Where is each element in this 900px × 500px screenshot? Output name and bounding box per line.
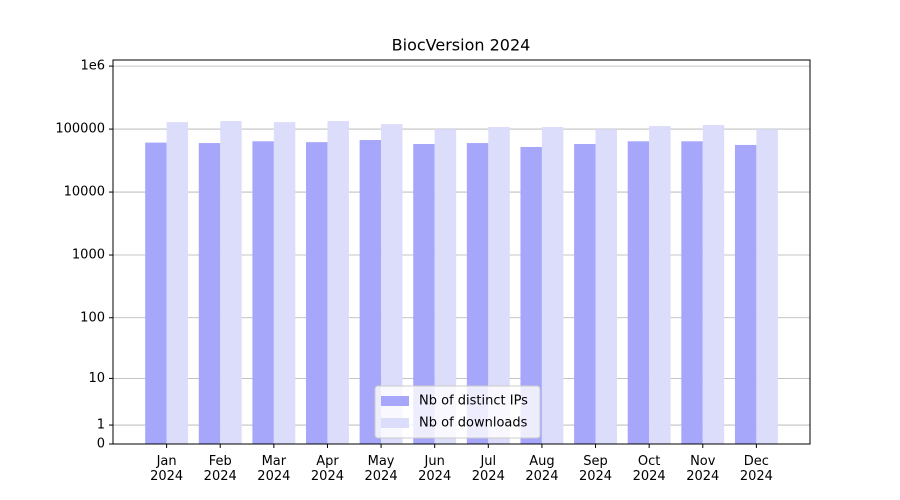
bar [595,129,617,444]
bar [166,122,189,445]
y-tick-label: 10 [88,371,105,386]
legend-label: Nb of distinct IPs [419,394,528,409]
x-tick-label: Jul 2024 [472,454,505,484]
x-tick-label: Jun 2024 [418,454,451,484]
bar [627,141,650,445]
bar [681,141,703,445]
x-tick-label: Sep 2024 [579,454,612,484]
y-tick-label: 10000 [64,185,105,200]
plot-frame [112,59,811,445]
chart-title: BiocVersion 2024 [392,36,531,55]
bar [198,143,221,444]
x-tick-label: Jan 2024 [150,454,183,484]
bar [649,125,671,444]
legend-swatch [381,396,409,406]
bar [734,144,757,444]
y-tick-label: 0 [97,437,105,452]
bar [252,141,274,445]
bar [434,129,457,444]
y-tick-label: 1 [97,418,105,433]
y-tick-label: 100000 [55,122,105,137]
bar [702,125,725,444]
bar [466,143,489,444]
bar [306,142,328,445]
x-tick-label: May 2024 [365,454,398,484]
bar [381,124,403,444]
y-tick-label: 1e6 [80,59,105,74]
x-tick-label: Mar 2024 [257,454,290,484]
bar [413,143,435,444]
x-tick-label: Dec 2024 [740,454,773,484]
bar [220,121,242,445]
x-tick-label: Oct 2024 [633,454,666,484]
bar [520,146,542,444]
legend-swatch [381,418,409,428]
bar [273,122,296,445]
bar [145,142,167,445]
legend-box [374,385,541,439]
bar [327,121,349,445]
bar [756,129,778,444]
y-tick-label: 1000 [72,248,105,263]
bar [541,126,564,445]
legend: Nb of distinct IPs Nb of downloads [374,385,541,439]
x-tick-label: Feb 2024 [204,454,237,484]
x-tick-label: Apr 2024 [311,454,344,484]
y-tick-label: 100 [80,310,105,325]
bar [574,143,596,444]
bar [488,126,510,445]
bar [359,140,382,444]
legend-label: Nb of downloads [419,416,528,431]
x-tick-label: Aug 2024 [525,454,558,484]
x-tick-label: Nov 2024 [686,454,719,484]
